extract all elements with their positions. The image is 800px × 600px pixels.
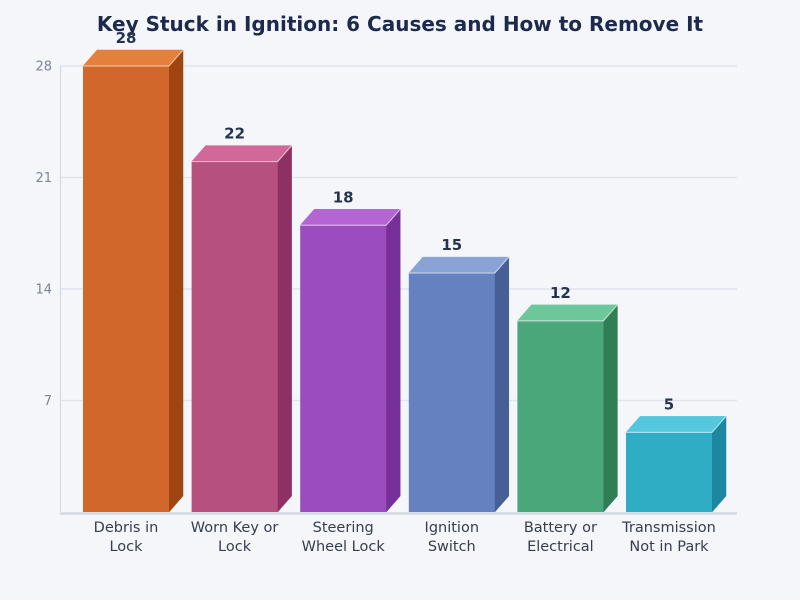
category-label-steering-wheel-lock-line1: Steering xyxy=(313,520,374,536)
chart-title: Key Stuck in Ignition: 6 Causes and How … xyxy=(97,12,704,36)
bar-steering-wheel-lock-side-face xyxy=(385,208,401,513)
value-label-steering-wheel-lock: 18 xyxy=(333,188,354,206)
bar-battery-or-electrical-edge-highlight xyxy=(517,304,618,322)
category-label-transmission-not-in-park-line2: Not in Park xyxy=(629,539,709,555)
category-label-worn-key-or-lock-line1: Worn Key or xyxy=(191,520,279,536)
bar-worn-key-or-lock-edge-highlight xyxy=(191,145,293,163)
bar-transmission-not-in-park-edge-highlight xyxy=(626,415,727,433)
category-label-battery-or-electrical-line1: Battery or xyxy=(524,520,597,536)
category-label-debris-in-lock-line2: Lock xyxy=(109,539,143,555)
bar-ignition-switch-side-face xyxy=(494,256,510,513)
bar-ignition-switch-front-face xyxy=(408,273,495,512)
y-tick-label-7: 7 xyxy=(44,394,52,409)
category-label-debris-in-lock-line1: Debris in xyxy=(94,520,159,536)
y-tick-label-28: 28 xyxy=(35,60,52,75)
bar-steering-wheel-lock-top-face xyxy=(299,209,401,226)
bar-debris-in-lock-top-face xyxy=(82,49,184,67)
bar-transmission-not-in-park-top-face xyxy=(625,416,727,433)
category-label-battery-or-electrical-line2: Electrical xyxy=(527,539,594,555)
bar-debris-in-lock-edge-highlight xyxy=(83,49,184,67)
category-label-ignition-switch-line2: Switch xyxy=(428,539,476,555)
value-label-transmission-not-in-park: 5 xyxy=(664,395,674,413)
category-label-steering-wheel-lock-line2: Wheel Lock xyxy=(302,539,386,555)
y-tick-label-21: 21 xyxy=(35,171,52,186)
y-tick-label-14: 14 xyxy=(35,283,52,298)
value-label-battery-or-electrical: 12 xyxy=(550,284,571,302)
value-label-debris-in-lock: 28 xyxy=(116,29,137,47)
bar-ignition-switch-edge-highlight xyxy=(408,256,510,274)
bar-steering-wheel-lock-edge-highlight xyxy=(300,208,401,226)
bar-transmission-not-in-park-front-face xyxy=(626,432,712,512)
bar-battery-or-electrical-front-face xyxy=(517,320,604,512)
value-label-ignition-switch: 15 xyxy=(441,236,462,254)
bar-steering-wheel-lock-front-face xyxy=(300,225,387,513)
bar-worn-key-or-lock-side-face xyxy=(277,144,292,513)
value-label-worn-key-or-lock: 22 xyxy=(224,125,245,143)
bar-debris-in-lock-side-face xyxy=(168,49,184,513)
category-label-transmission-not-in-park-line1: Transmission xyxy=(621,520,716,536)
bar-battery-or-electrical-top-face xyxy=(516,304,618,322)
category-label-worn-key-or-lock-line2: Lock xyxy=(218,539,252,555)
bar-worn-key-or-lock-top-face xyxy=(191,145,293,162)
bar-worn-key-or-lock-front-face xyxy=(191,161,278,513)
bar-battery-or-electrical-side-face xyxy=(603,304,618,513)
bar-ignition-switch-top-face xyxy=(408,256,510,274)
bar-debris-in-lock-front-face xyxy=(83,66,169,512)
category-label-ignition-switch-line1: Ignition xyxy=(425,520,479,536)
